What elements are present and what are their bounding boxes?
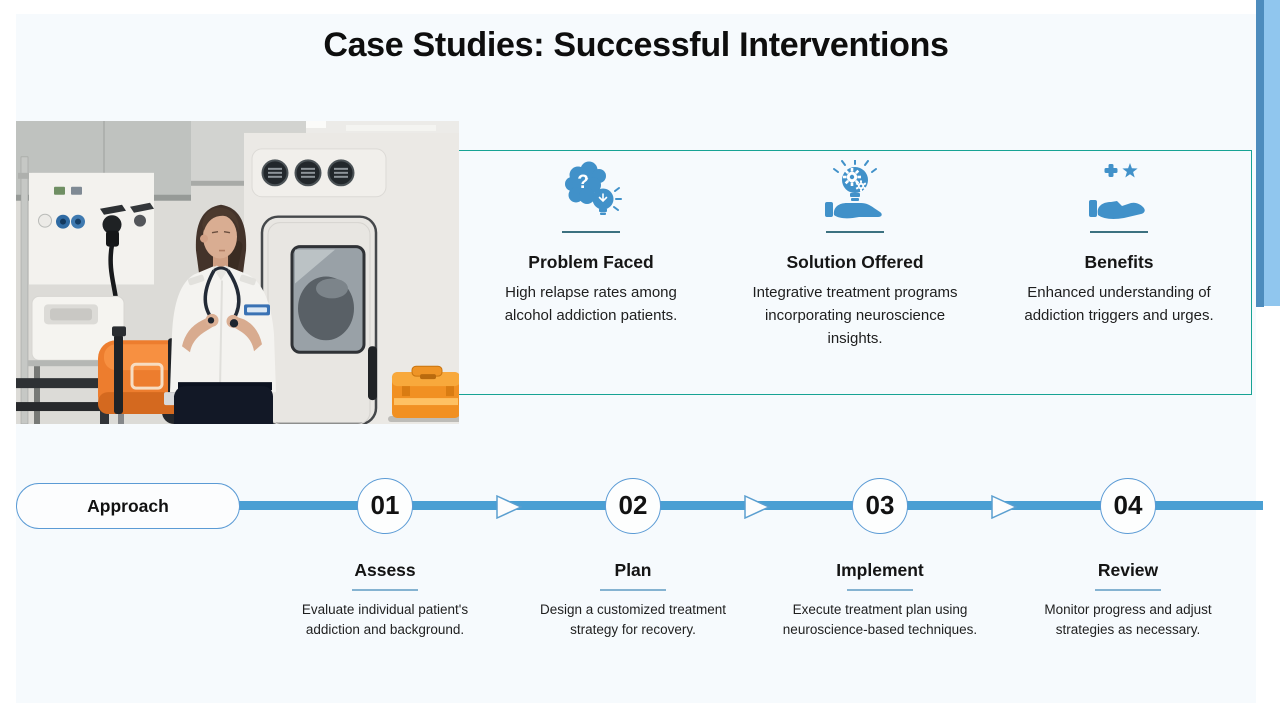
timeline-node-04: 04	[1100, 478, 1156, 534]
column-body: Enhanced understanding of addiction trig…	[1024, 284, 1214, 324]
step-description: Monitor progress and adjust strategies a…	[1044, 602, 1212, 638]
step-plan: Plan Design a customized treatment strat…	[518, 560, 748, 641]
column-body: High relapse rates among alcohol addicti…	[504, 284, 678, 324]
step-title: Implement	[836, 560, 924, 580]
icon-underline	[1090, 231, 1148, 233]
slide-canvas: Case Studies: Successful Interventions	[16, 14, 1263, 703]
step-title: Assess	[354, 560, 416, 580]
vent-icons	[261, 159, 355, 187]
ambulance-paramedic-photo	[16, 121, 459, 424]
column-heading: Solution Offered	[786, 252, 924, 272]
column-solution-offered: Solution Offered Integrative treatment p…	[723, 151, 987, 394]
step-review: Review Monitor progress and adjust strat…	[1013, 560, 1243, 641]
step-implement: Implement Execute treatment plan using n…	[765, 560, 995, 641]
brain-question-bulb-icon: ?	[565, 161, 622, 215]
icon-underline	[562, 231, 620, 233]
step-description: Evaluate individual patient's addiction …	[301, 602, 469, 638]
step-description: Design a customized treatment strategy f…	[539, 602, 727, 638]
timeline-node-03: 03	[852, 478, 908, 534]
timeline-node-01: 01	[357, 478, 413, 534]
timeline-arrow-icon	[744, 495, 770, 519]
column-heading: Benefits	[1084, 252, 1154, 272]
slide-title: Case Studies: Successful Interventions	[323, 26, 949, 64]
right-edge-dark-bar	[1256, 0, 1264, 307]
right-edge-light-bar	[1264, 0, 1280, 306]
column-problem-faced: ? Problem Faced High relapse rates among…	[459, 151, 723, 394]
timeline-arrow-icon	[496, 495, 522, 519]
step-assess: Assess Evaluate individual patient's add…	[270, 560, 500, 641]
step-underline	[847, 589, 913, 591]
step-underline	[352, 589, 418, 591]
timeline-node-02: 02	[605, 478, 661, 534]
column-benefits: Benefits Enhanced understanding of addic…	[987, 151, 1251, 394]
column-heading: Problem Faced	[528, 252, 654, 272]
step-underline	[1095, 589, 1161, 591]
step-title: Plan	[614, 560, 652, 580]
timeline-arrow-icon	[991, 495, 1017, 519]
timeline-approach-label: Approach	[16, 483, 240, 529]
hand-plus-star-icon	[1089, 163, 1145, 219]
case-study-summary-box: ? Problem Faced High relapse rates among…	[458, 150, 1252, 395]
step-title: Review	[1097, 560, 1159, 580]
hand-holding-idea-bulb-icon	[825, 160, 882, 219]
icon-underline	[826, 231, 884, 233]
column-body: Integrative treatment programs incorpora…	[752, 284, 958, 347]
step-description: Execute treatment plan using neuroscienc…	[782, 602, 978, 638]
svg-text:?: ?	[577, 172, 589, 193]
step-underline	[600, 589, 666, 591]
